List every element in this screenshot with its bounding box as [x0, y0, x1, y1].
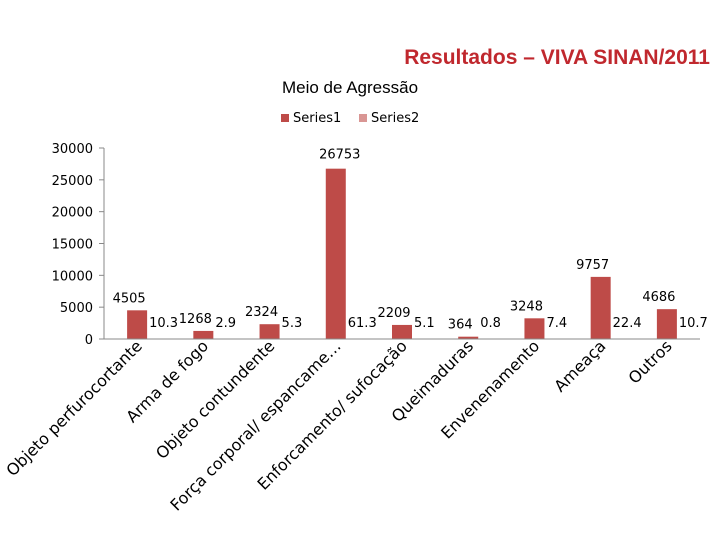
- bar-series1: [458, 336, 479, 339]
- bar-series1: [392, 324, 412, 339]
- bars: [127, 168, 681, 339]
- data-label-series2: 5.1: [414, 316, 435, 331]
- y-axis: 0 5000 10000 15000 20000 25000 30000: [52, 142, 105, 348]
- data-label-series1: 9757: [576, 258, 609, 273]
- data-label-series1: 2324: [245, 305, 278, 320]
- x-tick-label: Ameaça: [550, 336, 609, 395]
- x-tick-label: Outros: [625, 336, 676, 387]
- data-label-series1: 1268: [179, 312, 212, 327]
- data-label-series2: 10.3: [149, 316, 178, 331]
- data-label-series1: 3248: [510, 299, 543, 314]
- data-label-series1: 364: [448, 318, 473, 333]
- data-label-series2: 5.3: [282, 316, 303, 331]
- x-tick-label: Objeto perfurocortante: [2, 336, 146, 480]
- bar-series1: [127, 310, 148, 339]
- bar-series1: [524, 318, 545, 339]
- data-label-series1: 4686: [642, 290, 675, 305]
- bar-series1: [259, 324, 280, 339]
- data-label-series1: 26753: [319, 148, 360, 163]
- legend-swatch-1: [281, 114, 289, 122]
- y-tick-label: 25000: [52, 174, 93, 189]
- y-tick-label: 5000: [60, 301, 93, 316]
- y-tick-label: 0: [85, 333, 93, 348]
- data-label-series2: 0.8: [480, 316, 501, 331]
- bar-series1: [193, 330, 214, 339]
- chart-legend: Series1 Series2: [281, 111, 419, 126]
- data-label-series2: 22.4: [613, 316, 642, 331]
- data-label-series2: 10.7: [679, 316, 708, 331]
- bar-series1: [590, 276, 611, 339]
- x-tick-label: Objeto contundente: [152, 336, 278, 462]
- data-label-series1: 4505: [113, 291, 146, 306]
- bar-series1: [325, 168, 346, 339]
- data-label-series1: 2209: [377, 306, 410, 321]
- legend-label-1: Series1: [293, 111, 341, 126]
- y-tick-label: 15000: [52, 238, 93, 253]
- legend-swatch-2: [359, 114, 367, 122]
- y-tick-label: 30000: [52, 142, 93, 157]
- data-label-series2: 7.4: [546, 316, 567, 331]
- y-tick-label: 20000: [52, 206, 93, 221]
- slide-title: Resultados – VIVA SINAN/2011: [404, 46, 710, 69]
- y-tick-label: 10000: [52, 269, 93, 284]
- data-label-series2: 61.3: [348, 316, 377, 331]
- data-label-series2: 2.9: [215, 316, 236, 331]
- bar-series1: [656, 309, 677, 339]
- legend-label-2: Series2: [371, 111, 419, 126]
- chart-title: Meio de Agressão: [282, 78, 418, 97]
